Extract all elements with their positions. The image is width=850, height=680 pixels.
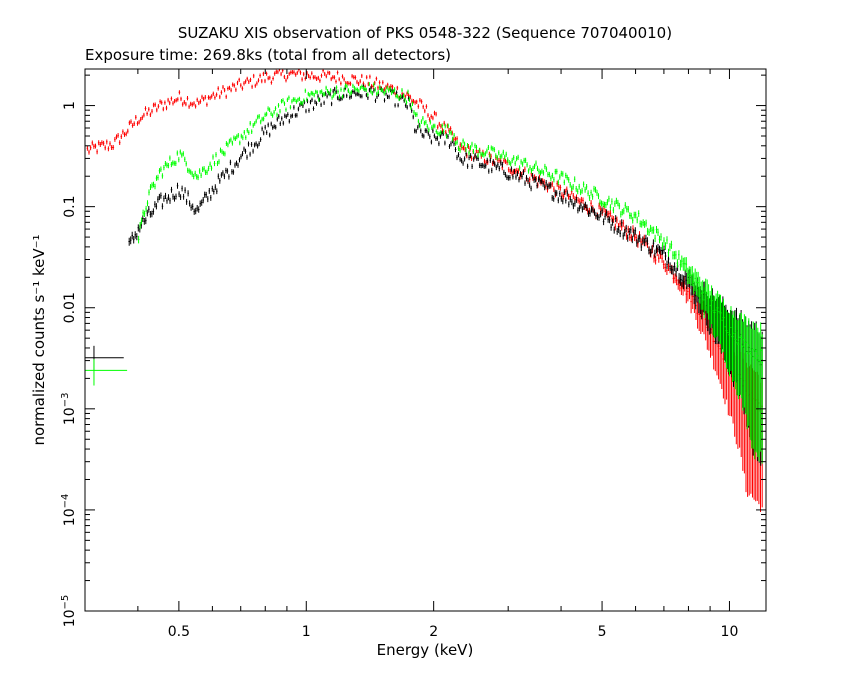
y-tick-label: 0.1 [62,196,78,218]
axes: 0.5 1 2 5 10 1 0.1 0.01 10−3 10−4 10−5 [60,69,766,640]
spectrum-series [128,84,763,466]
x-tick-label: 5 [598,624,607,640]
y-tick-label: 10−3 [60,393,78,426]
y-axis-label: normalized counts s⁻¹ keV⁻¹ [30,234,48,445]
y-tick-label: 1 [62,101,78,110]
spectrum-errorbars [128,84,763,466]
spectrum-series [137,82,763,464]
chart-title: SUZAKU XIS observation of PKS 0548-322 (… [178,24,672,42]
x-tick-label: 2 [429,624,438,640]
y-tick-label: 10−4 [60,494,78,527]
y-tick-label: 10−5 [60,595,78,628]
spectrum-errorbars [137,82,763,464]
x-tick-label: 10 [721,624,739,640]
spectrum-errorbars [86,68,763,512]
chart-subtitle: Exposure time: 269.8ks (total from all d… [85,46,451,64]
x-tick-label: 0.5 [168,624,190,640]
spectrum-series [86,68,763,512]
x-axis-label: Energy (keV) [377,641,474,659]
plot-frame [84,68,767,612]
legend-markers [85,345,128,386]
y-tick-label: 0.01 [62,292,78,323]
plot-content [86,68,763,512]
x-tick-label: 1 [302,624,311,640]
